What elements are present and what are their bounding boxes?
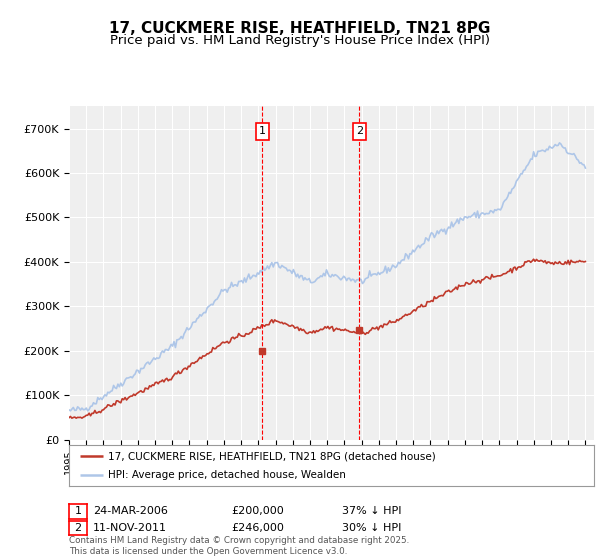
Text: Price paid vs. HM Land Registry's House Price Index (HPI): Price paid vs. HM Land Registry's House … — [110, 34, 490, 46]
Text: HPI: Average price, detached house, Wealden: HPI: Average price, detached house, Weal… — [109, 470, 346, 480]
Text: 2: 2 — [74, 523, 82, 533]
Text: 1: 1 — [74, 506, 82, 516]
Text: 11-NOV-2011: 11-NOV-2011 — [93, 523, 167, 533]
Text: £200,000: £200,000 — [231, 506, 284, 516]
Text: Contains HM Land Registry data © Crown copyright and database right 2025.
This d: Contains HM Land Registry data © Crown c… — [69, 536, 409, 556]
Text: 24-MAR-2006: 24-MAR-2006 — [93, 506, 168, 516]
Text: 37% ↓ HPI: 37% ↓ HPI — [342, 506, 401, 516]
Text: 30% ↓ HPI: 30% ↓ HPI — [342, 523, 401, 533]
Text: 2: 2 — [356, 127, 363, 137]
Text: 17, CUCKMERE RISE, HEATHFIELD, TN21 8PG (detached house): 17, CUCKMERE RISE, HEATHFIELD, TN21 8PG … — [109, 451, 436, 461]
Text: £246,000: £246,000 — [231, 523, 284, 533]
Text: 17, CUCKMERE RISE, HEATHFIELD, TN21 8PG: 17, CUCKMERE RISE, HEATHFIELD, TN21 8PG — [109, 21, 491, 36]
Text: 1: 1 — [259, 127, 266, 137]
